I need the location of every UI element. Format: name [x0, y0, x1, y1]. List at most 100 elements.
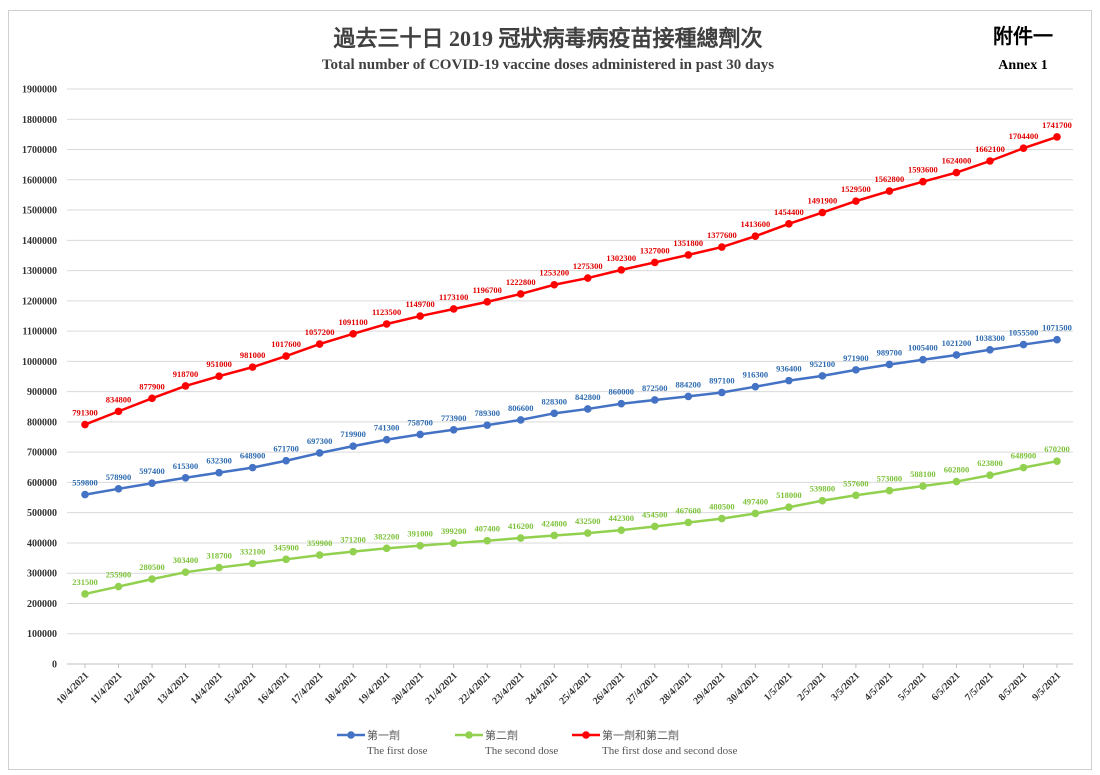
data-point — [852, 197, 860, 205]
data-label: 952100 — [810, 359, 836, 369]
data-label: 1704400 — [1009, 131, 1039, 141]
legend-label: 第一劑和第二劑 — [602, 728, 679, 742]
data-label: 806600 — [508, 403, 534, 413]
y-tick-label: 500000 — [27, 508, 57, 519]
data-point — [148, 479, 156, 488]
x-tick-label: 8/5/2021 — [997, 670, 1030, 703]
legend-label-en: The second dose — [485, 745, 558, 757]
y-tick-label: 1500000 — [22, 206, 57, 217]
y-tick-label: 200000 — [27, 599, 57, 610]
data-point — [382, 544, 391, 553]
data-label: 916300 — [743, 370, 769, 380]
data-label: 559800 — [72, 478, 98, 488]
data-point — [382, 435, 391, 444]
data-label: 345900 — [273, 542, 299, 552]
data-label: 231500 — [72, 577, 98, 587]
x-tick-label: 27/4/2021 — [624, 670, 660, 706]
data-label: 1454400 — [774, 207, 804, 217]
data-point — [349, 547, 357, 556]
data-label: 442300 — [609, 513, 635, 523]
y-tick-label: 1000000 — [22, 357, 57, 368]
data-point — [583, 529, 592, 537]
data-label: 981000 — [240, 350, 266, 360]
y-tick-label: 1200000 — [22, 296, 57, 307]
x-tick-label: 5/5/2021 — [896, 670, 929, 703]
y-tick-label: 1300000 — [22, 266, 57, 277]
data-label: 1021200 — [942, 338, 972, 348]
data-label: 828300 — [541, 396, 567, 406]
series-line-3 — [84, 135, 1058, 426]
y-tick-label: 900000 — [27, 387, 57, 398]
data-point — [684, 518, 693, 527]
data-label: 602800 — [944, 465, 970, 475]
data-point — [349, 329, 357, 338]
data-label: 588100 — [910, 469, 936, 479]
data-label: 741300 — [374, 423, 400, 433]
data-point — [349, 442, 357, 450]
x-tick-label: 12/4/2021 — [122, 670, 158, 706]
data-point — [114, 407, 123, 416]
data-label: 255900 — [106, 570, 132, 580]
data-label: 424800 — [541, 518, 567, 528]
data-point — [516, 416, 525, 424]
data-point — [885, 187, 894, 195]
x-tick-label: 14/4/2021 — [189, 670, 225, 706]
data-label: 382200 — [374, 531, 400, 541]
x-axis: 10/4/202111/4/202112/4/202113/4/202114/4… — [55, 664, 1063, 707]
x-tick-label: 28/4/2021 — [658, 670, 694, 706]
chart-subtitle: Total number of COVID-19 vaccine doses a… — [322, 57, 774, 73]
annex-label-en: Annex 1 — [998, 58, 1047, 73]
data-point — [617, 526, 626, 534]
data-label: 416200 — [508, 521, 534, 531]
data-label: 789300 — [474, 408, 500, 418]
data-label: 1327000 — [640, 245, 670, 255]
legend-label-en: The first dose and second dose — [602, 745, 737, 757]
data-point — [483, 536, 492, 545]
data-label: 407400 — [474, 524, 500, 534]
data-label: 578900 — [106, 472, 132, 482]
data-point — [818, 496, 827, 505]
data-point — [751, 382, 760, 391]
data-point — [986, 345, 994, 354]
data-label: 557600 — [843, 478, 869, 488]
y-tick-label: 1600000 — [22, 175, 57, 186]
data-label: 1741700 — [1042, 120, 1072, 130]
x-tick-label: 20/4/2021 — [390, 670, 426, 706]
x-tick-label: 7/5/2021 — [963, 670, 996, 703]
data-label: 1149700 — [406, 299, 435, 309]
gridlines — [67, 88, 1073, 665]
data-label: 518000 — [776, 490, 802, 500]
data-point — [818, 208, 827, 217]
data-label: 1196700 — [473, 285, 502, 295]
data-point — [718, 243, 726, 251]
data-label: 719900 — [340, 429, 366, 439]
y-tick-label: 800000 — [27, 417, 57, 428]
data-point — [650, 522, 659, 531]
data-point — [919, 177, 927, 186]
data-point — [986, 157, 994, 165]
chart-title: 過去三十日 2019 冠狀病毒病疫苗接種總劑次 — [333, 26, 762, 51]
data-label: 1413600 — [740, 219, 770, 229]
data-point — [282, 555, 290, 564]
data-point — [550, 409, 559, 418]
data-label: 632300 — [206, 456, 232, 466]
data-label: 989700 — [877, 347, 903, 357]
data-label: 480500 — [709, 502, 735, 512]
data-label: 971900 — [843, 353, 869, 363]
x-tick-label: 17/4/2021 — [289, 670, 325, 706]
data-label: 1123500 — [372, 307, 401, 317]
data-point — [181, 568, 190, 576]
data-label: 454500 — [642, 509, 668, 519]
y-tick-label: 1100000 — [23, 327, 57, 338]
data-point — [751, 232, 760, 240]
x-tick-label: 29/4/2021 — [691, 670, 727, 706]
data-label: 877900 — [139, 381, 165, 391]
data-point — [718, 388, 726, 397]
x-tick-label: 22/4/2021 — [457, 670, 493, 706]
data-label: 1491900 — [808, 196, 838, 206]
y-tick-label: 600000 — [27, 478, 57, 489]
x-tick-label: 10/4/2021 — [55, 670, 91, 706]
data-label: 1662100 — [975, 144, 1005, 154]
data-point — [617, 266, 626, 274]
data-point — [1019, 144, 1028, 152]
